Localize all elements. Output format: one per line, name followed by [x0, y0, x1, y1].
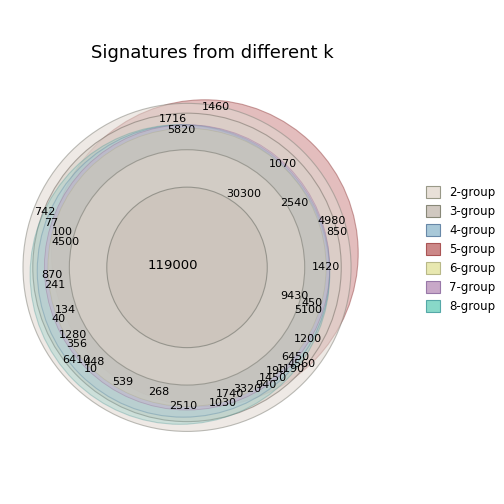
Text: 356: 356: [66, 339, 87, 349]
Text: 100: 100: [52, 227, 73, 237]
Circle shape: [23, 103, 351, 431]
Circle shape: [48, 129, 326, 406]
Text: 1420: 1420: [312, 263, 340, 272]
Text: 1450: 1450: [259, 373, 287, 383]
Text: 30300: 30300: [227, 190, 262, 199]
Text: 6410: 6410: [62, 355, 91, 365]
Text: 77: 77: [44, 218, 58, 228]
Text: 539: 539: [112, 376, 134, 387]
Text: 2510: 2510: [169, 402, 198, 411]
Circle shape: [107, 187, 267, 348]
Circle shape: [33, 113, 341, 422]
Circle shape: [70, 150, 305, 385]
Text: 1030: 1030: [209, 398, 237, 408]
Text: 450: 450: [301, 298, 323, 308]
Text: 134: 134: [55, 305, 76, 315]
Text: 2540: 2540: [280, 198, 308, 208]
Text: 5820: 5820: [167, 125, 196, 135]
Text: 870: 870: [41, 270, 62, 280]
Text: 10: 10: [84, 364, 98, 374]
Text: 5100: 5100: [294, 305, 322, 315]
Text: 4500: 4500: [52, 237, 80, 247]
Text: 190: 190: [266, 366, 287, 376]
Text: 268: 268: [148, 387, 169, 397]
Text: 1070: 1070: [269, 159, 297, 169]
Text: 40: 40: [51, 314, 66, 324]
Text: 742: 742: [34, 207, 55, 217]
Text: 4560: 4560: [287, 359, 315, 368]
Text: 1460: 1460: [202, 102, 230, 112]
Circle shape: [30, 125, 330, 424]
Text: 1740: 1740: [216, 389, 244, 399]
Text: 448: 448: [84, 357, 105, 367]
Text: 1190: 1190: [276, 364, 304, 374]
Text: 850: 850: [326, 227, 347, 237]
Title: Signatures from different k: Signatures from different k: [91, 44, 333, 62]
Circle shape: [51, 100, 358, 406]
Circle shape: [37, 125, 330, 417]
Text: 1280: 1280: [59, 330, 87, 340]
Text: 241: 241: [44, 280, 66, 290]
Text: 6450: 6450: [282, 352, 310, 361]
Text: 940: 940: [255, 380, 276, 390]
Circle shape: [44, 125, 330, 410]
Legend: 2-group, 3-group, 4-group, 5-group, 6-group, 7-group, 8-group: 2-group, 3-group, 4-group, 5-group, 6-gr…: [420, 180, 501, 319]
Text: 3320: 3320: [233, 384, 262, 394]
Text: 119000: 119000: [148, 259, 198, 272]
Text: 9430: 9430: [280, 291, 308, 301]
Text: 1200: 1200: [294, 334, 323, 344]
Text: 4980: 4980: [317, 216, 346, 226]
Text: 1716: 1716: [159, 114, 187, 124]
